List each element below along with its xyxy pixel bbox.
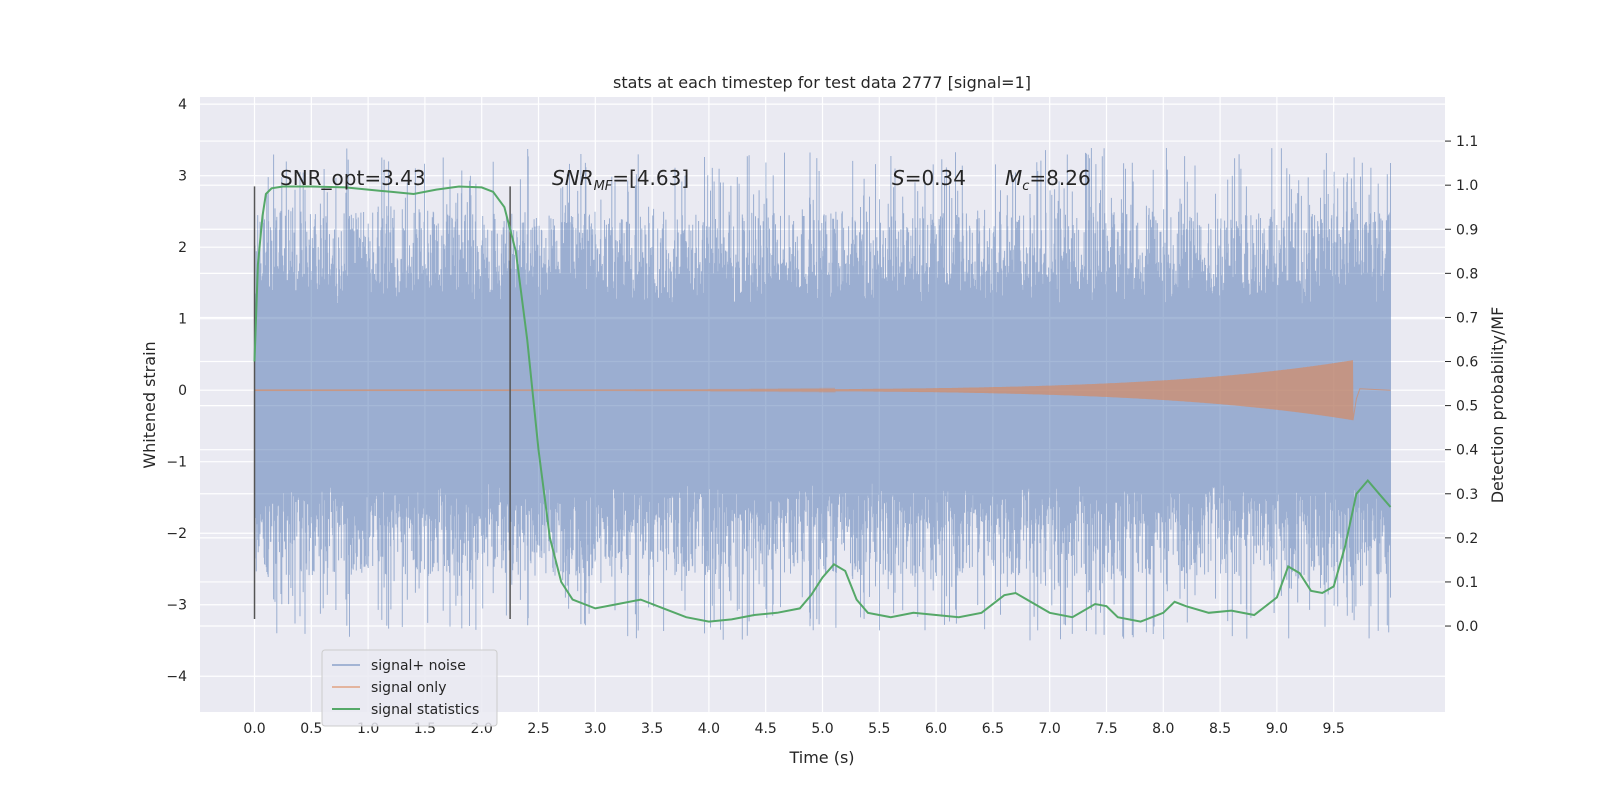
y-axis-label: Whitened strain bbox=[140, 341, 159, 468]
y-tick-label: −4 bbox=[166, 669, 187, 685]
y2-tick-label: 0.3 bbox=[1456, 487, 1478, 503]
y2-tick-label: 0.6 bbox=[1456, 355, 1478, 371]
x-tick-label: 0.5 bbox=[300, 721, 322, 737]
legend-label-signal-statistics: signal statistics bbox=[371, 702, 479, 718]
x-tick-label: 5.5 bbox=[868, 721, 890, 737]
y2-tick-label: 1.0 bbox=[1456, 178, 1478, 194]
y2-tick-label: 0.7 bbox=[1456, 310, 1478, 326]
x-tick-label: 8.0 bbox=[1152, 721, 1174, 737]
y-tick-label: −2 bbox=[166, 526, 187, 542]
y2-tick-label: 0.2 bbox=[1456, 531, 1478, 547]
x-ticks: 0.0 0.5 1.0 1.5 2.0 2.5 3.0 3.5 4.0 4.5 5.0 5.5 6.0 6… bbox=[243, 721, 1344, 737]
legend-box bbox=[321, 649, 498, 727]
y2-tick-label: 0.4 bbox=[1456, 443, 1478, 459]
y2-tick-label: 1.1 bbox=[1456, 134, 1478, 150]
legend-label-signal-only: signal only bbox=[371, 680, 446, 696]
y-tick-label: −1 bbox=[166, 455, 187, 471]
annotation-snr-opt: SNR_opt=3.43 bbox=[280, 166, 426, 190]
series-layer bbox=[253, 148, 1392, 641]
y2-tick-label: 0.9 bbox=[1456, 222, 1478, 238]
y2-tick-label: 0.8 bbox=[1456, 266, 1478, 282]
y-ticks: −4 −3 −2 −1 0 1 2 3 4 bbox=[166, 97, 187, 685]
x-tick-label: 3.0 bbox=[584, 721, 606, 737]
x-tick-label: 9.5 bbox=[1323, 721, 1345, 737]
svg-text:Mc=8.26: Mc=8.26 bbox=[1005, 166, 1091, 194]
y2-axis-label: Detection probability/MF bbox=[1488, 307, 1507, 504]
x-tick-label: 4.5 bbox=[755, 721, 777, 737]
x-tick-label: 7.5 bbox=[1095, 721, 1117, 737]
x-tick-label: 6.5 bbox=[982, 721, 1004, 737]
series-signal-statistics bbox=[253, 185, 1392, 623]
svg-text:SNRMF=[4.63]: SNRMF=[4.63] bbox=[552, 166, 689, 194]
x-tick-label: 6.0 bbox=[925, 721, 947, 737]
legend-label-signal-plus-noise: signal+ noise bbox=[371, 658, 466, 674]
y2-tick-label: 0.0 bbox=[1456, 619, 1478, 635]
y2-ticks: 0.0 0.1 0.2 0.3 0.4 0.5 0.6 0.7 0.8 0.9 1.0 1.1 bbox=[1445, 134, 1478, 635]
x-tick-label: 2.5 bbox=[527, 721, 549, 737]
annotation-s: S=0.34 bbox=[892, 166, 966, 190]
x-axis-label: Time (s) bbox=[788, 748, 854, 767]
x-tick-label: 9.0 bbox=[1266, 721, 1288, 737]
x-tick-label: 4.0 bbox=[698, 721, 720, 737]
y-tick-label: 3 bbox=[178, 169, 187, 185]
y-tick-label: −3 bbox=[166, 598, 187, 614]
annotation-mc: Mc=8.26 bbox=[1005, 166, 1091, 194]
y2-tick-label: 0.1 bbox=[1456, 575, 1478, 591]
svg-text:S=0.34: S=0.34 bbox=[892, 166, 966, 190]
series-signal-only bbox=[254, 360, 1391, 421]
x-tick-label: 0.0 bbox=[243, 721, 265, 737]
y-tick-label: 1 bbox=[178, 312, 187, 328]
y2-tick-label: 0.5 bbox=[1456, 399, 1478, 415]
x-tick-label: 7.0 bbox=[1039, 721, 1061, 737]
x-tick-label: 5.0 bbox=[811, 721, 833, 737]
annotation-snr-mf: SNRMF=[4.63] bbox=[552, 166, 689, 194]
chart-title: stats at each timestep for test data 277… bbox=[613, 73, 1031, 92]
x-tick-label: 8.5 bbox=[1209, 721, 1231, 737]
y-tick-label: 2 bbox=[178, 240, 187, 256]
y-tick-label: 4 bbox=[178, 97, 187, 113]
x-tick-label: 3.5 bbox=[641, 721, 663, 737]
legend: signal+ noise signal only signal statist… bbox=[321, 649, 498, 727]
y-tick-label: 0 bbox=[178, 383, 187, 399]
